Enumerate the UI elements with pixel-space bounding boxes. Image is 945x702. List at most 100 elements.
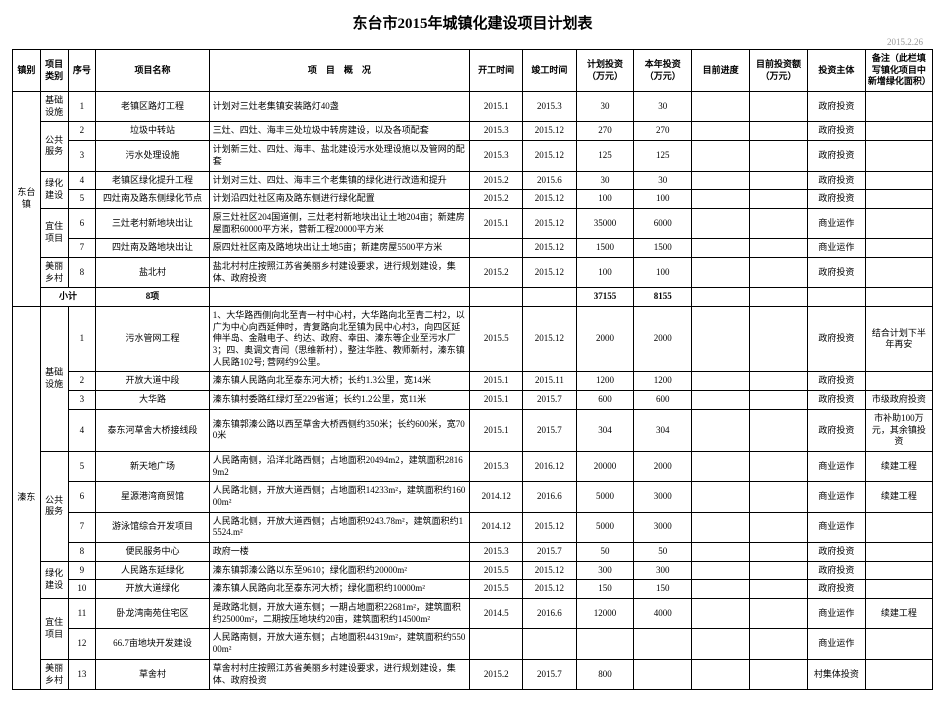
cell-subject: 政府投资 (807, 409, 865, 451)
cell-subject: 政府投资 (807, 580, 865, 599)
cell-plan: 12000 (576, 599, 634, 629)
cell-note (865, 92, 932, 122)
cell-curr (750, 512, 808, 542)
cell-curr (750, 372, 808, 391)
cell-year: 30 (634, 171, 692, 190)
cell-end: 2015.11 (523, 372, 576, 391)
cell-start: 2015.3 (470, 122, 523, 141)
cell-desc: 人民路北侧，开放大道西侧；占地面积9243.78m²，建筑面积约15524.m² (209, 512, 469, 542)
cell-note: 续建工程 (865, 451, 932, 481)
cell-subject: 商业运作 (807, 239, 865, 258)
th-town: 镇别 (13, 50, 41, 92)
cell-num: 2 (68, 372, 96, 391)
cell-end: 2015.7 (523, 543, 576, 562)
cell-subject: 商业运作 (807, 512, 865, 542)
cell-progress (692, 512, 750, 542)
cell-year: 100 (634, 190, 692, 209)
table-row: 2开放大道中段溱东镇人民路向北至泰东河大桥；长约1.3公里，宽14米2015.1… (13, 372, 933, 391)
cell-num: 3 (68, 391, 96, 410)
cell-year: 125 (634, 141, 692, 171)
cell-name: 大华路 (96, 391, 209, 410)
cell-progress (692, 208, 750, 238)
cell-subject: 村集体投资 (807, 659, 865, 689)
cell-note (865, 190, 932, 209)
cell-note (865, 543, 932, 562)
cell-year: 2000 (634, 307, 692, 372)
cell-category: 美丽乡村 (40, 659, 68, 689)
cell-year: 300 (634, 561, 692, 580)
cell-progress (692, 257, 750, 287)
cell-plan: 100 (576, 190, 634, 209)
cell-desc: 计划沿四灶社区南及路东侧进行绿化配置 (209, 190, 469, 209)
cell-start: 2015.3 (470, 451, 523, 481)
cell-name: 人民路东延绿化 (96, 561, 209, 580)
cell-subtotal (865, 288, 932, 307)
cell-desc: 计划对三灶、四灶、海丰三个老集镇的绿化进行改造和提升 (209, 171, 469, 190)
cell-start: 2015.2 (470, 659, 523, 689)
cell-start: 2015.1 (470, 92, 523, 122)
table-row: 1266.7亩地块开发建设人民路南侧，开放大道东侧；占地面积44319m²，建筑… (13, 629, 933, 659)
table-row: 7游泳馆综合开发项目人民路北侧，开放大道西侧；占地面积9243.78m²，建筑面… (13, 512, 933, 542)
cell-curr (750, 451, 808, 481)
cell-desc: 溱东镇郭溱公路以西至草舍大桥西侧约350米；长约600米，宽700米 (209, 409, 469, 451)
cell-progress (692, 239, 750, 258)
cell-subject: 商业运作 (807, 629, 865, 659)
cell-subject: 政府投资 (807, 307, 865, 372)
cell-start: 2015.2 (470, 190, 523, 209)
cell-progress (692, 659, 750, 689)
cell-desc: 原四灶社区南及路地块出让土地5亩；新建房屋5500平方米 (209, 239, 469, 258)
subtotal-row: 小计8项371558155 (13, 288, 933, 307)
cell-start: 2014.12 (470, 512, 523, 542)
cell-year: 100 (634, 257, 692, 287)
cell-subtotal (470, 288, 523, 307)
cell-progress (692, 92, 750, 122)
cell-name: 新天地广场 (96, 451, 209, 481)
cell-num: 11 (68, 599, 96, 629)
table-row: 7四灶南及路地块出让原四灶社区南及路地块出让土地5亩；新建房屋5500平方米20… (13, 239, 933, 258)
cell-progress (692, 391, 750, 410)
cell-plan: 30 (576, 92, 634, 122)
cell-progress (692, 599, 750, 629)
cell-desc: 草舍村村庄按照江苏省美丽乡村建设要求，进行规划建设，集体、政府投资 (209, 659, 469, 689)
cell-subject: 商业运作 (807, 599, 865, 629)
cell-curr (750, 659, 808, 689)
cell-note (865, 122, 932, 141)
cell-year: 3000 (634, 482, 692, 512)
cell-num: 10 (68, 580, 96, 599)
cell-subtotal: 8155 (634, 288, 692, 307)
th-subject: 投资主体 (807, 50, 865, 92)
table-row: 东台镇基础设施1老镇区路灯工程计划对三灶老集镇安装路灯40盏2015.12015… (13, 92, 933, 122)
cell-curr (750, 92, 808, 122)
table-row: 公共服务2垃圾中转站三灶、四灶、海丰三处垃圾中转房建设，以及各项配套2015.3… (13, 122, 933, 141)
cell-end: 2015.12 (523, 512, 576, 542)
cell-subject: 政府投资 (807, 561, 865, 580)
cell-year: 3000 (634, 512, 692, 542)
cell-start: 2015.5 (470, 561, 523, 580)
cell-start: 2015.2 (470, 171, 523, 190)
cell-category: 公共服务 (40, 451, 68, 561)
cell-year: 1200 (634, 372, 692, 391)
cell-curr (750, 122, 808, 141)
cell-year: 150 (634, 580, 692, 599)
cell-progress (692, 409, 750, 451)
cell-category: 公共服务 (40, 122, 68, 171)
cell-plan: 300 (576, 561, 634, 580)
cell-note (865, 580, 932, 599)
table-row: 8便民服务中心政府一楼2015.32015.75050政府投资 (13, 543, 933, 562)
cell-desc: 人民路北侧，开放大道西侧；占地面积14233m²，建筑面积约16000m² (209, 482, 469, 512)
cell-year: 270 (634, 122, 692, 141)
cell-curr (750, 239, 808, 258)
cell-plan: 1500 (576, 239, 634, 258)
cell-note (865, 561, 932, 580)
th-curr: 目前投资额（万元） (750, 50, 808, 92)
cell-name: 卧龙湾南苑住宅区 (96, 599, 209, 629)
cell-progress (692, 629, 750, 659)
cell-category: 美丽乡村 (40, 257, 68, 287)
cell-plan: 150 (576, 580, 634, 599)
cell-start: 2015.3 (470, 141, 523, 171)
cell-subject: 政府投资 (807, 543, 865, 562)
cell-subtotal (209, 288, 469, 307)
cell-category: 绿化建设 (40, 561, 68, 598)
cell-progress (692, 482, 750, 512)
cell-town: 溱东 (13, 307, 41, 690)
